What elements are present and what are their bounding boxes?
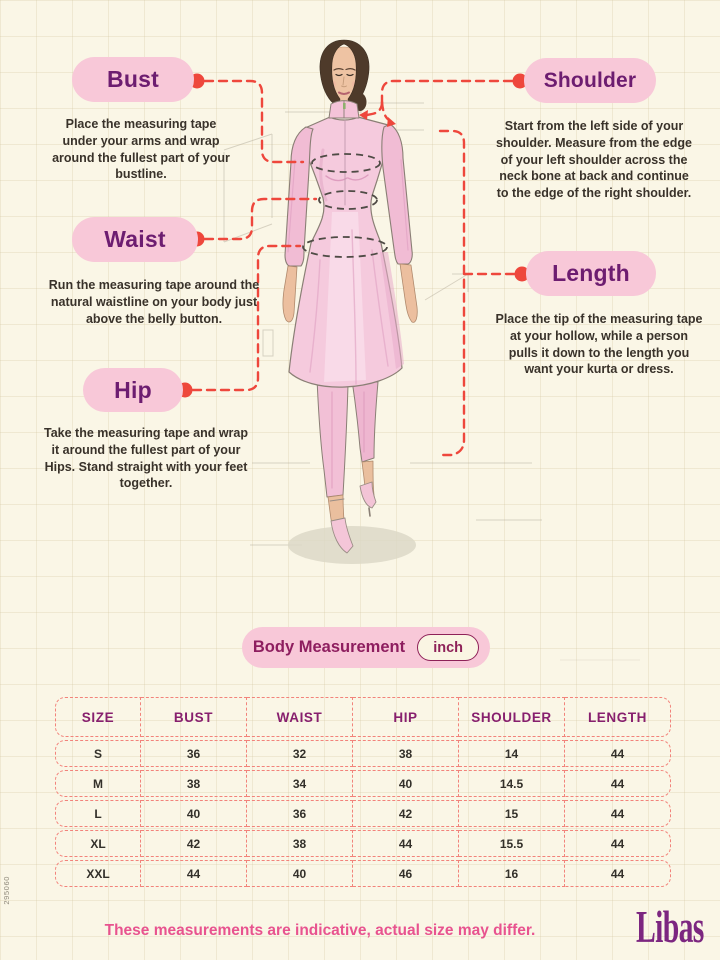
shoulder-label-pill: Shoulder	[524, 58, 656, 103]
hip-description: Take the measuring tape and wrap it arou…	[44, 426, 248, 491]
size-table-cell: 16	[459, 860, 565, 887]
size-table-cell: 38	[353, 740, 459, 767]
size-table-cell: 14	[459, 740, 565, 767]
size-table-cell: XL	[55, 830, 141, 857]
size-table-cell: 44	[141, 860, 247, 887]
size-table-cell: 44	[353, 830, 459, 857]
shoulder-arrow-left	[365, 100, 384, 117]
footer-note: These measurements are indicative, actua…	[104, 922, 536, 939]
size-table-cell: 36	[247, 800, 353, 827]
size-table-cell: 36	[141, 740, 247, 767]
size-table: SIZE BUST WAIST HIP SHOULDER LENGTH S 36 32 38 14…	[55, 694, 671, 890]
unit-chip-inch[interactable]: inch	[417, 634, 480, 661]
size-table-header-cell: BUST	[141, 697, 247, 737]
hip-measure-ellipse	[302, 236, 388, 258]
size-table-header-cell: WAIST	[247, 697, 353, 737]
shoulder-label: Shoulder	[543, 68, 637, 92]
size-table-row: S 36 32 38 14 44	[55, 740, 671, 767]
waist-measure-ellipse	[318, 190, 378, 210]
size-table-header-cell: LENGTH	[565, 697, 671, 737]
bust-measure-ellipse	[311, 153, 381, 173]
shoulder-connector-dot	[512, 73, 528, 89]
model-illustration	[282, 39, 418, 554]
waist-connector-line	[203, 197, 318, 241]
length-label-pill: Length	[526, 251, 656, 296]
length-label: Length	[552, 260, 630, 286]
shoulder-connector-line	[380, 79, 514, 104]
brand-logo: Libas	[636, 902, 704, 952]
waist-label: Waist	[104, 226, 166, 252]
size-table-cell: 14.5	[459, 770, 565, 797]
size-table-cell: 40	[141, 800, 247, 827]
size-table-cell: 44	[565, 800, 671, 827]
size-table-cell: 40	[353, 770, 459, 797]
size-table-cell: S	[55, 740, 141, 767]
size-table-row: XXL 44 40 46 16 44	[55, 860, 671, 887]
body-measurement-pill: Body Measurement inch	[242, 627, 490, 668]
length-connector-dot	[514, 266, 530, 282]
size-table-header-cell: SHOULDER	[459, 697, 565, 737]
size-table-header-cell: HIP	[353, 697, 459, 737]
size-table-cell: 42	[141, 830, 247, 857]
body-measurement-label: Body Measurement	[252, 638, 406, 656]
size-table-cell: 44	[565, 830, 671, 857]
size-table-cell: 15	[459, 800, 565, 827]
size-table-header-cell: SIZE	[55, 697, 141, 737]
size-table-cell: L	[55, 800, 141, 827]
size-table-cell: XXL	[55, 860, 141, 887]
size-table-cell: 44	[565, 860, 671, 887]
hip-label: Hip	[114, 376, 152, 403]
hip-label-pill: Hip	[83, 368, 183, 412]
shoulder-arrowhead-left	[359, 110, 368, 120]
size-table-cell: 34	[247, 770, 353, 797]
shoulder-arrowhead-right	[387, 117, 396, 127]
length-description: Place the tip of the measuring tape at y…	[495, 312, 703, 377]
bust-connector-line	[203, 79, 305, 164]
size-table-header-row: SIZE BUST WAIST HIP SHOULDER LENGTH	[55, 697, 671, 737]
waist-description: Run the measuring tape around the natura…	[48, 278, 260, 326]
size-table-cell: 44	[565, 770, 671, 797]
size-table-cell: 15.5	[459, 830, 565, 857]
shoulder-arrow-right	[380, 100, 391, 122]
size-table-cell: 42	[353, 800, 459, 827]
size-table-cell: 40	[247, 860, 353, 887]
bust-description: Place the measuring tape under your arms…	[52, 117, 230, 182]
size-table-row: XL 42 38 44 15.5 44	[55, 830, 671, 857]
size-table-row: M 38 34 40 14.5 44	[55, 770, 671, 797]
size-table-cell: 38	[247, 830, 353, 857]
length-bracket-line	[438, 129, 466, 457]
hip-connector-line	[191, 244, 302, 392]
size-table-cell: 44	[565, 740, 671, 767]
bust-label: Bust	[107, 66, 159, 92]
size-table-cell: 38	[141, 770, 247, 797]
waist-label-pill: Waist	[72, 217, 198, 262]
size-table-cell: 32	[247, 740, 353, 767]
bust-label-pill: Bust	[72, 57, 194, 102]
side-code: 295060	[2, 876, 11, 905]
size-table-cell: M	[55, 770, 141, 797]
shoulder-description: Start from the left side of your shoulde…	[496, 119, 692, 200]
size-table-row: L 40 36 42 15 44	[55, 800, 671, 827]
size-table-cell: 46	[353, 860, 459, 887]
